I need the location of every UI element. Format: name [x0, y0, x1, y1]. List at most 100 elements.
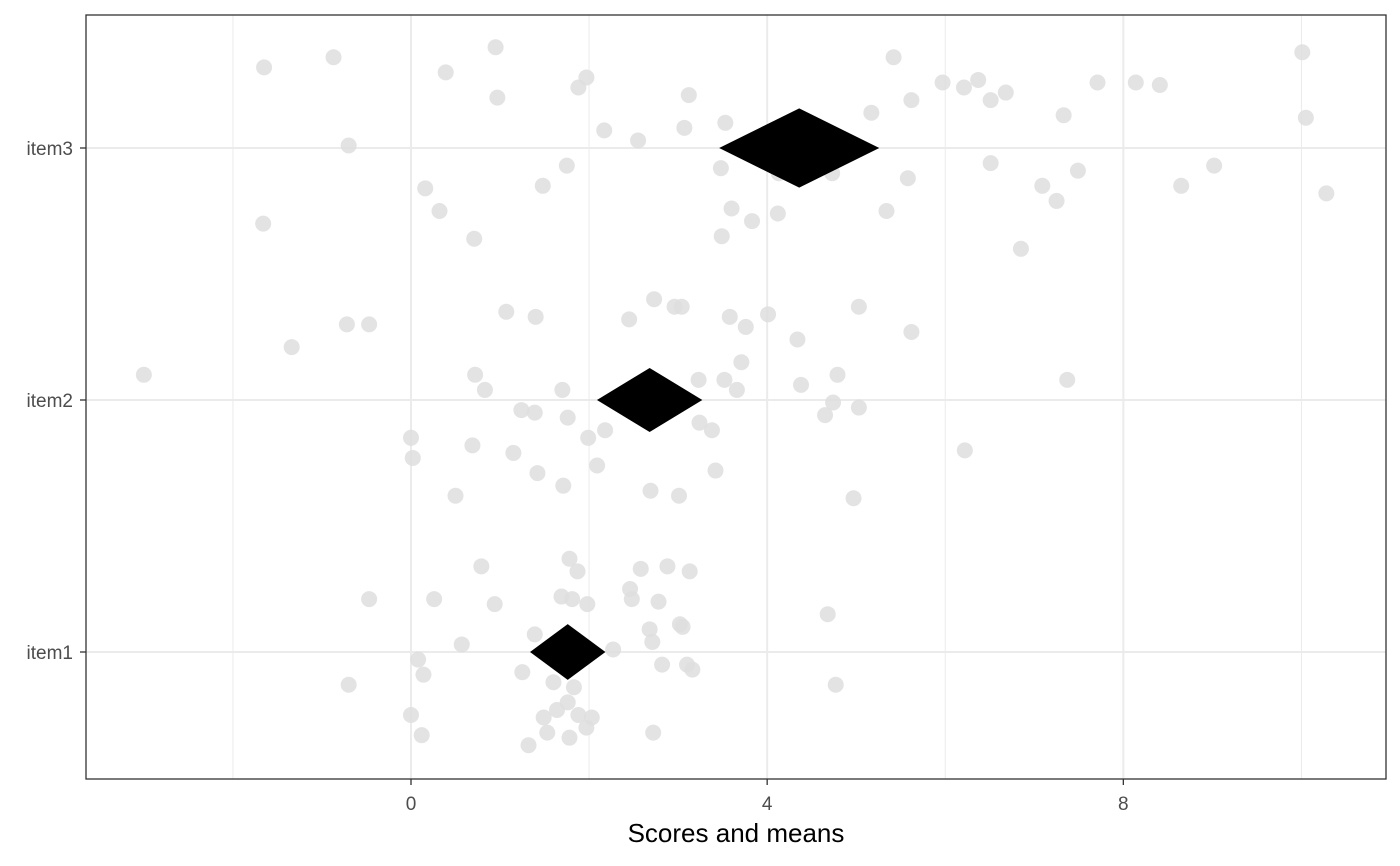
- score-point: [934, 74, 951, 91]
- score-point: [526, 404, 543, 421]
- score-point: [646, 291, 663, 308]
- score-point: [641, 621, 658, 638]
- score-point: [534, 177, 551, 194]
- score-point: [410, 651, 427, 668]
- score-point: [982, 155, 999, 172]
- score-point: [413, 727, 430, 744]
- score-point: [707, 462, 724, 479]
- score-point: [644, 633, 661, 650]
- score-point: [558, 157, 575, 174]
- score-point: [744, 213, 761, 230]
- score-point: [621, 311, 638, 328]
- score-point: [417, 180, 434, 197]
- score-point: [712, 160, 729, 177]
- score-point: [789, 331, 806, 348]
- score-point: [467, 366, 484, 383]
- score-point: [545, 674, 562, 691]
- score-point: [997, 84, 1014, 101]
- score-point: [520, 737, 537, 754]
- x-tick-label: 0: [406, 794, 417, 815]
- score-point: [404, 449, 421, 466]
- score-point: [899, 170, 916, 187]
- score-point: [1294, 44, 1311, 61]
- score-point: [580, 429, 597, 446]
- y-axis: item1 item2 item3: [27, 139, 86, 664]
- score-point: [283, 339, 300, 356]
- score-point: [135, 366, 152, 383]
- score-point: [579, 596, 596, 613]
- x-axis: 0 4 8: [406, 779, 1129, 815]
- score-point: [453, 636, 470, 653]
- score-point: [645, 724, 662, 741]
- score-point: [527, 308, 544, 325]
- score-point: [885, 49, 902, 66]
- score-point: [340, 137, 357, 154]
- score-point: [565, 679, 582, 696]
- score-point: [535, 709, 552, 726]
- y-tick-label: item1: [27, 643, 73, 664]
- score-point: [956, 442, 973, 459]
- x-tick-label: 4: [762, 794, 773, 815]
- score-point: [1151, 77, 1168, 93]
- score-point: [555, 477, 572, 494]
- score-point: [1089, 74, 1106, 91]
- score-point: [723, 200, 740, 217]
- score-point: [361, 316, 378, 333]
- score-point: [680, 87, 697, 104]
- score-point: [437, 64, 454, 81]
- score-point: [514, 664, 531, 681]
- score-point: [473, 558, 490, 575]
- score-point: [564, 591, 581, 608]
- score-point: [255, 215, 272, 232]
- score-point: [605, 641, 622, 658]
- score-point: [403, 429, 419, 446]
- score-point: [733, 354, 750, 371]
- mean-diamond-item3: [719, 108, 880, 188]
- score-point: [559, 409, 576, 426]
- score-point: [737, 318, 754, 335]
- score-point: [673, 298, 690, 315]
- score-point: [578, 69, 595, 86]
- score-point: [1059, 371, 1076, 388]
- score-point: [487, 39, 504, 56]
- score-point: [970, 71, 987, 88]
- score-point: [721, 308, 738, 325]
- mean-markers: [530, 108, 880, 680]
- score-point: [1173, 177, 1190, 194]
- score-point: [863, 104, 880, 121]
- score-point: [793, 376, 809, 393]
- score-point: [717, 114, 734, 131]
- score-point: [760, 306, 777, 323]
- score-point: [561, 729, 578, 746]
- score-point: [728, 381, 745, 398]
- score-point: [681, 563, 698, 580]
- score-point: [878, 203, 895, 219]
- score-point: [825, 394, 842, 411]
- score-point: [690, 371, 707, 388]
- score-point: [713, 228, 730, 245]
- score-point: [559, 694, 576, 711]
- score-point: [447, 487, 464, 504]
- score-point: [569, 563, 586, 580]
- score-point: [1206, 157, 1223, 174]
- score-points: [135, 39, 1335, 754]
- score-point: [597, 422, 614, 439]
- score-point: [903, 323, 920, 340]
- score-point: [513, 402, 530, 419]
- y-tick-label: item2: [27, 391, 73, 412]
- score-point: [817, 407, 834, 424]
- score-point: [827, 676, 844, 693]
- score-point: [415, 666, 432, 683]
- y-tick-label: item3: [27, 139, 73, 160]
- score-point: [674, 618, 691, 635]
- score-point: [676, 119, 693, 136]
- score-point: [650, 593, 667, 610]
- score-point: [769, 205, 786, 222]
- score-point: [526, 626, 543, 643]
- score-point: [1034, 177, 1051, 194]
- score-point: [1318, 185, 1335, 202]
- score-point: [498, 303, 515, 320]
- score-point: [403, 707, 419, 723]
- score-point: [632, 560, 649, 577]
